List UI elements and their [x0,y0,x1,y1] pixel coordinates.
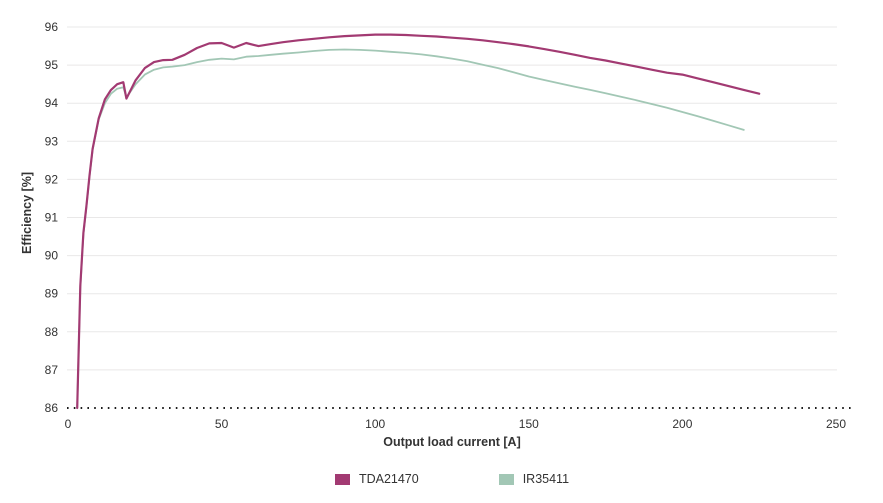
y-tick-label-96: 96 [45,20,59,34]
legend: TDA21470 IR35411 [68,472,836,486]
x-tick-label-250: 250 [826,417,846,431]
x-tick-label-100: 100 [365,417,385,431]
y-tick-label-87: 87 [45,363,59,377]
legend-label-ir35411: IR35411 [522,472,570,486]
y-tick-label-92: 92 [45,172,59,186]
x-tick-label-50: 50 [215,417,229,431]
y-tick-label-91: 91 [45,211,59,225]
y-tick-label-90: 90 [45,249,59,263]
x-tick-label-0: 0 [65,417,72,431]
x-tick-label-200: 200 [672,417,692,431]
y-tick-label-86: 86 [45,401,59,415]
legend-swatch-ir35411 [498,473,514,485]
series-line-IR35411 [76,48,745,409]
x-axis-title: Output load current [A] [383,435,521,449]
y-axis-title: Efficiency [%] [20,172,34,254]
y-tick-label-93: 93 [45,134,59,148]
y-tick-label-94: 94 [45,96,59,110]
y-tick-label-88: 88 [45,325,59,339]
y-tick-label-89: 89 [45,287,59,301]
y-tick-label-95: 95 [45,58,59,72]
legend-item-ir35411: IR35411 [498,472,570,486]
x-tick-label-150: 150 [519,417,539,431]
legend-label-tda21470: TDA21470 [358,472,419,486]
legend-swatch-tda21470 [334,473,350,485]
legend-item-tda21470: TDA21470 [334,472,419,486]
chart-canvas: 86 87 88 89 90 91 92 93 94 95 96 0 50 100 150 200 250 [45,20,851,431]
series-line-TDA21470 [76,33,761,410]
